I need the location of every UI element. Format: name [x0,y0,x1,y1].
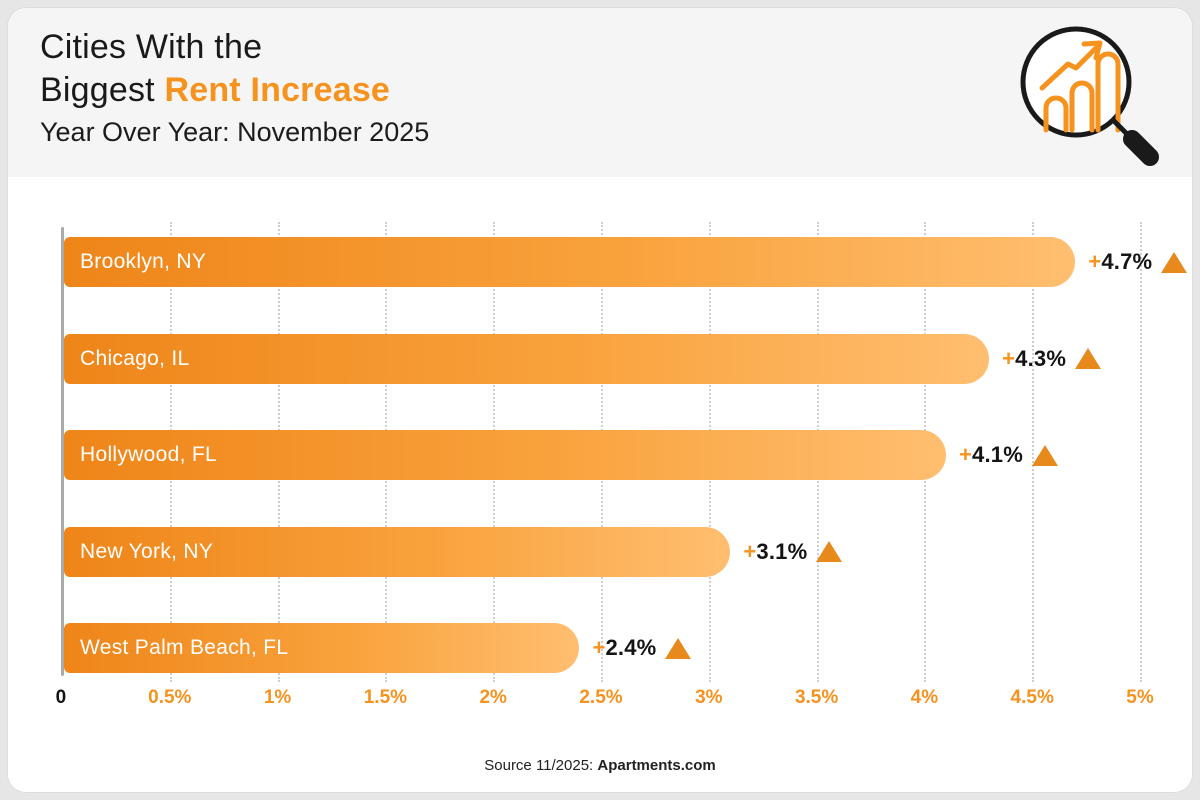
title-line1: Cities With the [40,28,263,66]
up-triangle-icon [1031,444,1058,466]
bar-value-label: +2.4% [592,635,657,660]
logo-bar-short [1043,95,1069,133]
bar-row: Chicago, IL +4.3% [64,333,1192,384]
x-tick-4.5%: 4.5% [1010,687,1054,708]
plot-area: Brooklyn, NY +4.7% Chicago, IL +4.3% Hollywo… [8,177,1192,792]
bar-city-label: New York, NY [80,539,214,563]
x-tick-3.5%: 3.5% [794,687,839,708]
plus-sign: + [743,538,757,564]
title-line2-accent: Rent Increase [164,71,391,109]
bar-row: West Palm Beach, FL +2.4% [64,623,1192,673]
bar-city-label: West Palm Beach, FL [80,636,289,659]
bar-value-group: +4.7% [1088,237,1188,287]
bar-value-group: +4.1% [959,430,1058,480]
bar-West Palm Beach, FL: West Palm Beach, FL [64,623,580,673]
logo-bar-medium [1069,80,1095,133]
gridline-5% [1140,222,1142,682]
up-triangle-icon [816,541,843,562]
bar-city-label: Chicago, IL [80,346,190,370]
bar-city-label: Hollywood, FL [80,443,217,466]
bar-value-label: +3.1% [743,538,808,564]
title-line2-plain: Biggest [40,71,165,109]
header: Cities With the Biggest Rent Increase Ye… [8,8,1192,179]
bar-New York, NY: New York, NY [64,526,731,577]
up-triangle-icon [665,637,692,659]
source-line: Source 11/2025: Apartments.com [8,757,1192,774]
bar-value-group: +3.1% [743,527,843,577]
bar-value-group: +2.4% [592,623,692,673]
plus-sign: + [958,442,973,467]
x-tick-5%: 5% [1126,687,1154,708]
up-triangle-icon [1161,251,1188,273]
bar-row: New York, NY +3.1% [64,526,1192,577]
plus-sign: + [1088,249,1102,274]
logo-handle-thin [1111,118,1130,137]
plus-sign: + [1002,345,1016,371]
x-tick-0: 0 [55,687,67,708]
bar-Brooklyn, NY: Brooklyn, NY [64,237,1076,287]
up-triangle-icon [1075,348,1102,369]
bar-value-label: +4.3% [1002,345,1067,371]
bar-row: Brooklyn, NY +4.7% [64,237,1192,287]
rent-increase-chart: Brooklyn, NY +4.7% Chicago, IL +4.3% Hollywo… [8,177,1192,792]
x-tick-1.5%: 1.5% [363,687,408,708]
title-block: Cities With the Biggest Rent Increase Ye… [40,26,429,149]
x-tick-0.5%: 0.5% [148,687,192,708]
bar-Chicago, IL: Chicago, IL [64,333,990,384]
x-tick-1%: 1% [263,687,292,708]
infographic-card: Cities With the Biggest Rent Increase Ye… [8,8,1192,792]
page-subtitle: Year Over Year: November 2025 [40,117,430,147]
bar-row: Hollywood, FL +4.1% [64,430,1192,480]
logo-trend-arrow [1039,40,1103,91]
source-name: Apartments.com [597,757,716,774]
bar-value-label: +4.1% [958,442,1023,467]
x-tick-2.5%: 2.5% [579,687,623,708]
bar-value-group: +4.3% [1002,334,1102,384]
logo-handle-grip [1123,130,1159,166]
magnifier-bar-chart-icon [1020,26,1159,166]
x-tick-2%: 2% [479,687,507,708]
bar-Hollywood, FL: Hollywood, FL [64,430,946,480]
x-tick-4%: 4% [910,687,939,708]
bar-city-label: Brooklyn, NY [80,250,207,273]
logo-bar-tall [1095,51,1121,133]
page-title: Cities With the Biggest Rent Increase [40,26,429,112]
y-axis-line [61,227,64,676]
plus-sign: + [592,635,606,660]
bar-value-label: +4.7% [1088,249,1153,274]
x-tick-3%: 3% [695,687,723,708]
source-prefix: Source 11/2025: [484,757,598,774]
